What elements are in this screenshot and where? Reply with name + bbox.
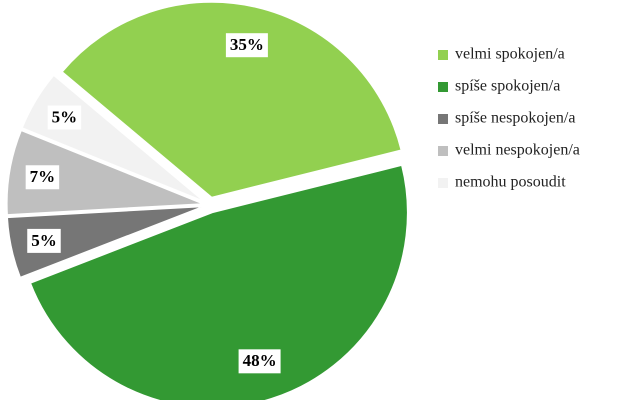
label-box (225, 33, 268, 58)
pie-slice (61, 1, 402, 198)
label-box (47, 105, 82, 130)
legend-label: spíše spokojen/a (455, 78, 560, 95)
label-box (25, 165, 60, 190)
legend-label: spíše nespokojen/a (455, 110, 575, 127)
label-box (27, 228, 61, 253)
pie-slice (6, 129, 203, 216)
legend-swatch (438, 178, 448, 188)
legend-swatch (438, 114, 448, 124)
legend-swatch (438, 50, 448, 60)
data-label: 5% (31, 231, 57, 250)
data-label: 5% (52, 107, 78, 126)
legend-label: velmi nespokojen/a (455, 142, 580, 159)
pie-slice (6, 206, 203, 278)
legend-label: velmi spokojen/a (455, 46, 565, 63)
pie-slice (29, 164, 408, 400)
data-label: 35% (230, 35, 264, 54)
data-label: 48% (243, 351, 277, 370)
legend-label: nemohu posoudit (455, 174, 566, 191)
data-label: 7% (30, 167, 56, 186)
legend-swatch (438, 146, 448, 156)
legend-swatch (438, 82, 448, 92)
label-box (238, 349, 281, 374)
